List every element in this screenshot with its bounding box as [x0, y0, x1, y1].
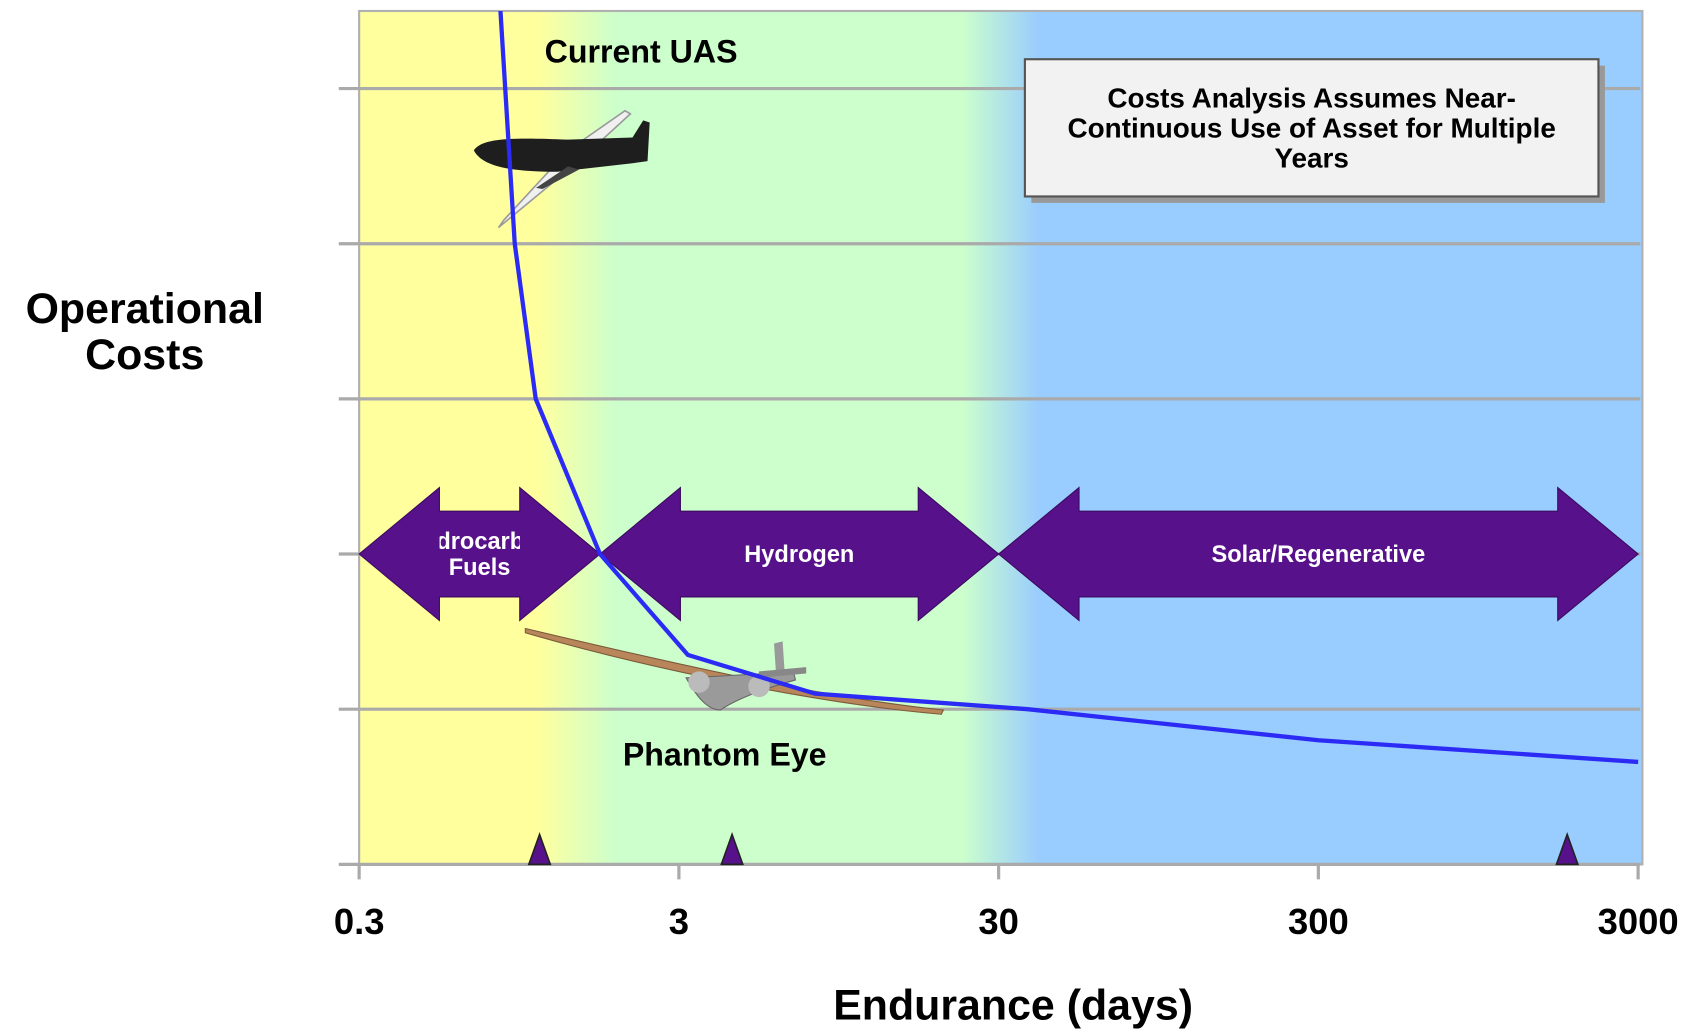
page: {"chart_data":{"type":"line","x_label":"… — [0, 0, 1681, 1034]
range-label: Hydrogen — [680, 511, 918, 597]
range-label: Solar/Regenerative — [1079, 511, 1558, 597]
x-tick-label: 0.3 — [334, 901, 385, 942]
x-tick-label: 3 — [669, 901, 689, 942]
chart: 0.3 3 30 300 3000 Hydrocarbon Fuels Hydrogen S… — [0, 0, 1681, 1034]
annotation: Phantom Eye — [623, 737, 827, 773]
range-label-wrap: Solar/Regenerative — [1079, 511, 1558, 597]
y-label-wrap: Operational Costs — [0, 268, 289, 397]
range-label-wrap: Hydrogen — [680, 511, 918, 597]
y-axis-label: Operational Costs — [0, 268, 289, 397]
x-axis-label: Endurance (days) — [833, 981, 1193, 1029]
note: Costs Analysis Assumes Near-Continuous U… — [1036, 62, 1588, 193]
x-tick-label: 300 — [1288, 901, 1349, 942]
range-label-wrap: Hydrocarbon Fuels — [439, 511, 519, 597]
x-tick-label: 3000 — [1598, 901, 1679, 942]
x-tick-label: 30 — [978, 901, 1019, 942]
note-wrap: Costs Analysis Assumes Near-Continuous U… — [1036, 62, 1588, 193]
range-label: Hydrocarbon Fuels — [439, 511, 519, 597]
annotation: Current UAS — [545, 33, 738, 69]
